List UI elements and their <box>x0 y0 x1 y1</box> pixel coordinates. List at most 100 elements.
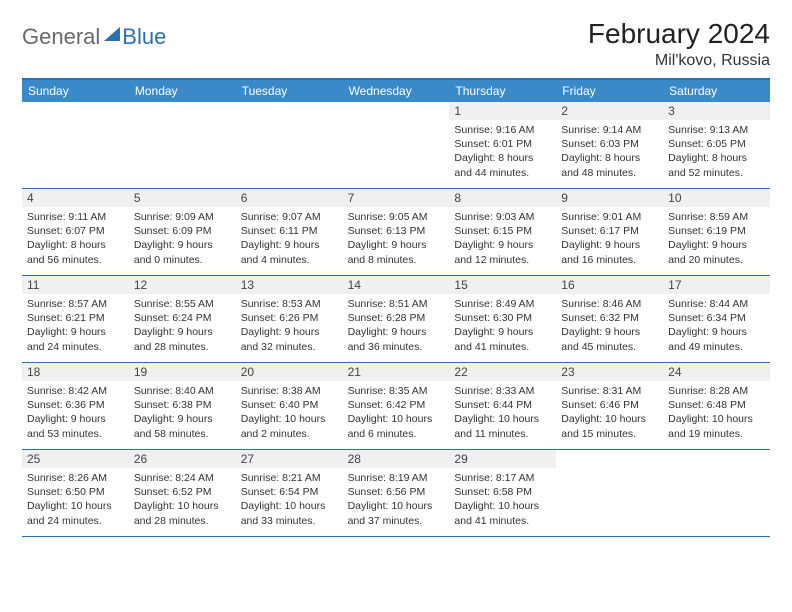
calendar-day-cell <box>343 102 450 188</box>
day-number: 27 <box>236 450 343 468</box>
weekday-header: Friday <box>556 80 663 102</box>
day1-text: Daylight: 9 hours <box>134 412 231 426</box>
calendar-day-cell: 25 Sunrise: 8:26 AMSunset: 6:50 PMDayligh… <box>22 450 129 536</box>
sunrise-text: Sunrise: 8:33 AM <box>454 384 551 398</box>
day-number: 14 <box>343 276 450 294</box>
sunset-text: Sunset: 6:50 PM <box>27 485 124 499</box>
calendar-day-cell <box>236 102 343 188</box>
day2-text: and 33 minutes. <box>241 514 338 528</box>
sunset-text: Sunset: 6:11 PM <box>241 224 338 238</box>
day2-text: and 36 minutes. <box>348 340 445 354</box>
day1-text: Daylight: 10 hours <box>134 499 231 513</box>
day1-text: Daylight: 9 hours <box>241 325 338 339</box>
day1-text: Daylight: 10 hours <box>454 412 551 426</box>
calendar-day-cell: 2Sunrise: 9:14 AMSunset: 6:03 PMDaylight… <box>556 102 663 188</box>
logo: General Blue <box>22 18 166 50</box>
day2-text: and 0 minutes. <box>134 253 231 267</box>
day-number: 10 <box>663 189 770 207</box>
day-number: 1 <box>449 102 556 120</box>
day-number: 15 <box>449 276 556 294</box>
day2-text: and 58 minutes. <box>134 427 231 441</box>
day2-text: and 49 minutes. <box>668 340 765 354</box>
day2-text: and 37 minutes. <box>348 514 445 528</box>
calendar-day-cell: 16Sunrise: 8:46 AMSunset: 6:32 PMDayligh… <box>556 276 663 362</box>
sunrise-text: Sunrise: 8:44 AM <box>668 297 765 311</box>
logo-text-blue: Blue <box>122 24 166 50</box>
day1-text: Daylight: 10 hours <box>668 412 765 426</box>
calendar-day-cell <box>22 102 129 188</box>
logo-text-general: General <box>22 24 100 50</box>
day-number: 25 <box>22 450 129 468</box>
day-number <box>22 102 129 120</box>
day-number: 6 <box>236 189 343 207</box>
calendar-day-cell: 14Sunrise: 8:51 AMSunset: 6:28 PMDayligh… <box>343 276 450 362</box>
calendar-body: 1Sunrise: 9:16 AMSunset: 6:01 PMDaylight… <box>22 102 770 537</box>
sunrise-text: Sunrise: 8:57 AM <box>27 297 124 311</box>
day-number: 19 <box>129 363 236 381</box>
sunrise-text: Sunrise: 9:01 AM <box>561 210 658 224</box>
sunset-text: Sunset: 6:46 PM <box>561 398 658 412</box>
sunset-text: Sunset: 6:40 PM <box>241 398 338 412</box>
sunset-text: Sunset: 6:28 PM <box>348 311 445 325</box>
calendar-day-cell: 7Sunrise: 9:05 AMSunset: 6:13 PMDaylight… <box>343 189 450 275</box>
day-number: 16 <box>556 276 663 294</box>
sunrise-text: Sunrise: 9:09 AM <box>134 210 231 224</box>
day-number: 26 <box>129 450 236 468</box>
day1-text: Daylight: 10 hours <box>27 499 124 513</box>
day-number: 11 <box>22 276 129 294</box>
calendar-day-cell: 21Sunrise: 8:35 AMSunset: 6:42 PMDayligh… <box>343 363 450 449</box>
sunset-text: Sunset: 6:30 PM <box>454 311 551 325</box>
calendar-day-cell: 6Sunrise: 9:07 AMSunset: 6:11 PMDaylight… <box>236 189 343 275</box>
day-number: 13 <box>236 276 343 294</box>
day1-text: Daylight: 9 hours <box>454 238 551 252</box>
page-header: General Blue February 2024 Mil'kovo, Rus… <box>22 18 770 70</box>
day-number <box>663 450 770 468</box>
day2-text: and 53 minutes. <box>27 427 124 441</box>
day-number <box>129 102 236 120</box>
sunrise-text: Sunrise: 9:03 AM <box>454 210 551 224</box>
location-subtitle: Mil'kovo, Russia <box>588 52 770 70</box>
day2-text: and 12 minutes. <box>454 253 551 267</box>
day1-text: Daylight: 8 hours <box>561 151 658 165</box>
day1-text: Daylight: 10 hours <box>454 499 551 513</box>
sunrise-text: Sunrise: 8:21 AM <box>241 471 338 485</box>
sunset-text: Sunset: 6:07 PM <box>27 224 124 238</box>
weekday-header: Saturday <box>663 80 770 102</box>
day1-text: Daylight: 9 hours <box>668 325 765 339</box>
day-number: 18 <box>22 363 129 381</box>
day1-text: Daylight: 8 hours <box>27 238 124 252</box>
day-number: 4 <box>22 189 129 207</box>
sunset-text: Sunset: 6:24 PM <box>134 311 231 325</box>
sunset-text: Sunset: 6:32 PM <box>561 311 658 325</box>
sunrise-text: Sunrise: 8:42 AM <box>27 384 124 398</box>
calendar-week-row: 4Sunrise: 9:11 AMSunset: 6:07 PMDaylight… <box>22 189 770 276</box>
day2-text: and 15 minutes. <box>561 427 658 441</box>
day-number: 2 <box>556 102 663 120</box>
weekday-header: Wednesday <box>343 80 450 102</box>
calendar-day-cell: 8Sunrise: 9:03 AMSunset: 6:15 PMDaylight… <box>449 189 556 275</box>
calendar-day-cell <box>556 450 663 536</box>
calendar-day-cell: 11Sunrise: 8:57 AMSunset: 6:21 PMDayligh… <box>22 276 129 362</box>
day2-text: and 41 minutes. <box>454 340 551 354</box>
day2-text: and 28 minutes. <box>134 514 231 528</box>
day-number: 23 <box>556 363 663 381</box>
day2-text: and 24 minutes. <box>27 514 124 528</box>
sunrise-text: Sunrise: 8:19 AM <box>348 471 445 485</box>
day1-text: Daylight: 10 hours <box>348 499 445 513</box>
day1-text: Daylight: 8 hours <box>454 151 551 165</box>
sunset-text: Sunset: 6:42 PM <box>348 398 445 412</box>
day2-text: and 28 minutes. <box>134 340 231 354</box>
calendar-day-cell: 5Sunrise: 9:09 AMSunset: 6:09 PMDaylight… <box>129 189 236 275</box>
calendar-day-cell: 26Sunrise: 8:24 AMSunset: 6:52 PMDayligh… <box>129 450 236 536</box>
calendar-day-cell: 19Sunrise: 8:40 AMSunset: 6:38 PMDayligh… <box>129 363 236 449</box>
sunrise-text: Sunrise: 8:28 AM <box>668 384 765 398</box>
weekday-header: Monday <box>129 80 236 102</box>
day2-text: and 56 minutes. <box>27 253 124 267</box>
sunrise-text: Sunrise: 9:14 AM <box>561 123 658 137</box>
sunrise-text: Sunrise: 8:51 AM <box>348 297 445 311</box>
calendar-day-cell: 12Sunrise: 8:55 AMSunset: 6:24 PMDayligh… <box>129 276 236 362</box>
sunrise-text: Sunrise: 8:26 AM <box>27 471 124 485</box>
day-number: 17 <box>663 276 770 294</box>
day-number: 12 <box>129 276 236 294</box>
weekday-header: Sunday <box>22 80 129 102</box>
